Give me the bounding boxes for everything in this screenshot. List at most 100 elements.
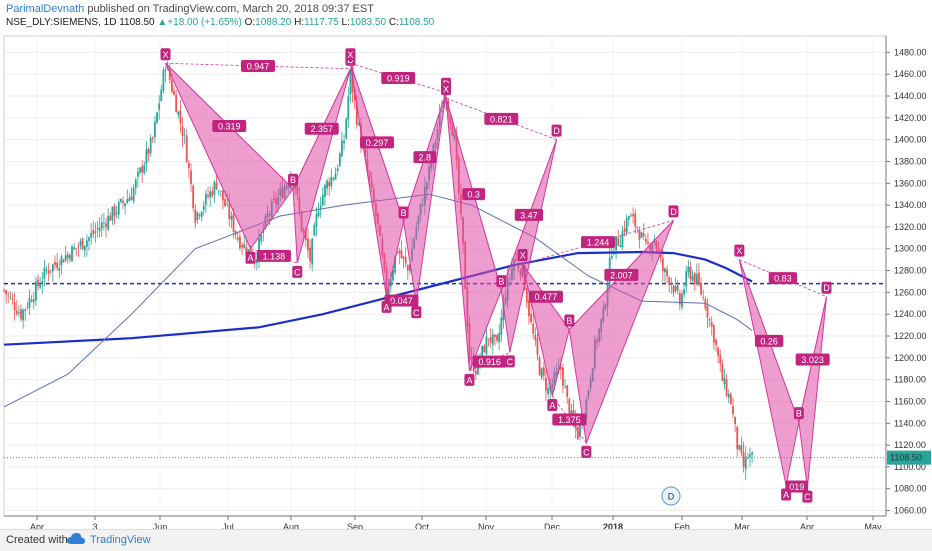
candle-body	[141, 166, 144, 173]
candle-body	[355, 101, 358, 126]
point-label-bg	[245, 251, 256, 264]
candle-body	[353, 89, 356, 101]
point-label-c: C	[507, 357, 514, 367]
candle-body	[530, 313, 532, 322]
candle-body	[15, 310, 18, 314]
candle-body	[113, 205, 116, 217]
point-label-c: C	[413, 308, 420, 318]
candle-body	[540, 368, 543, 378]
candle-body	[619, 244, 622, 248]
point-label-b: B	[290, 175, 296, 185]
candle-body	[5, 290, 8, 295]
candle-body	[715, 339, 717, 346]
candle-body	[94, 231, 97, 233]
candle-body	[394, 255, 396, 273]
footer: Created with TradingView	[0, 529, 932, 551]
candle-body	[687, 266, 690, 273]
point-label-c: C	[583, 447, 590, 457]
ratio-label: 0.3	[467, 190, 480, 200]
pattern-4: 0.477 1.375 2.007 1.244 X A B C D	[517, 205, 679, 458]
ratio-label: 0.297	[366, 138, 389, 148]
x-tick-label: Apr	[30, 522, 44, 529]
candle-body	[324, 185, 326, 197]
candle-body	[723, 377, 726, 384]
candle-body	[9, 296, 12, 298]
point-label-a: A	[783, 490, 789, 500]
candle-body	[158, 103, 161, 110]
candle-body	[719, 355, 722, 364]
candle-body	[704, 299, 707, 309]
candle-body	[630, 215, 632, 217]
x-tick-label: 2018	[603, 522, 623, 529]
point-label-bg	[564, 314, 575, 327]
candle-body	[647, 242, 649, 244]
candle-body	[219, 190, 222, 192]
candle-body	[79, 241, 82, 246]
candle-body	[638, 231, 641, 240]
candle-body	[117, 202, 120, 215]
candle-body	[249, 245, 252, 258]
tradingview-brand[interactable]: TradingView	[90, 534, 151, 546]
last-price-tag	[887, 450, 931, 465]
ratio-label-bg	[785, 480, 809, 493]
candle-body	[623, 228, 626, 232]
candle-body	[341, 140, 343, 157]
point-label-bg	[441, 83, 452, 96]
candle-body	[625, 217, 628, 233]
close-value: 1108.50	[398, 17, 435, 28]
candle-body	[260, 234, 263, 242]
candle-body	[143, 164, 146, 174]
candle-body	[51, 264, 54, 272]
candle-body	[128, 197, 131, 202]
candle-body	[387, 287, 390, 299]
price-chart[interactable]: 1060.00 1080.00 1100.00 1120.00 1140.00 1160.…	[0, 30, 932, 529]
y-tick-label: 1420.00	[894, 113, 927, 123]
point-label-bg	[821, 281, 832, 294]
candle-body	[326, 180, 328, 189]
author-link[interactable]: ParimalDevnath	[6, 3, 85, 15]
candle-body	[564, 386, 566, 389]
candle-body	[202, 205, 205, 211]
candle-body	[559, 366, 562, 370]
candle-body	[307, 238, 309, 251]
y-tick-label: 1380.00	[894, 156, 927, 166]
candle-body	[147, 149, 150, 154]
candle-body	[736, 426, 739, 449]
candle-body	[644, 239, 647, 243]
candle-body	[751, 452, 754, 455]
candle-body	[54, 261, 56, 265]
ratio-label-bg	[240, 60, 275, 72]
x-tick-label: Apr	[800, 522, 814, 529]
candle-body	[702, 296, 705, 298]
candle-body	[30, 299, 33, 302]
candle-body	[207, 195, 209, 197]
y-tick-label: 1120.00	[894, 440, 926, 450]
pattern-3: 0.3 0.916 3.47 0.821 X A B C D	[441, 83, 562, 386]
candle-body	[693, 273, 696, 285]
candle-body	[659, 254, 662, 258]
candle-body	[217, 190, 220, 192]
candle-body	[487, 338, 490, 340]
x-tick-label: Oct	[415, 522, 430, 529]
candle-body	[139, 167, 141, 173]
candle-body	[47, 270, 50, 274]
candle-body	[338, 153, 341, 166]
candle-body	[683, 289, 685, 295]
close-label: C:	[388, 17, 399, 28]
candle-body	[64, 255, 67, 261]
point-label-bg	[504, 355, 515, 368]
candle-body	[491, 334, 494, 345]
candle-body	[32, 299, 35, 303]
point-label-bg	[292, 265, 303, 278]
candle-body	[330, 176, 333, 187]
candle-body	[717, 347, 720, 356]
candle-body	[396, 252, 399, 254]
point-label-bg	[781, 488, 792, 501]
candle-body	[75, 247, 78, 249]
point-label-bg	[547, 399, 558, 411]
ratio-label: 2.007	[610, 270, 633, 280]
change-value: +18.00 (+1.65%)	[167, 17, 242, 28]
candle-body	[545, 377, 547, 391]
candle-body	[145, 149, 148, 165]
candle-body	[481, 346, 484, 358]
